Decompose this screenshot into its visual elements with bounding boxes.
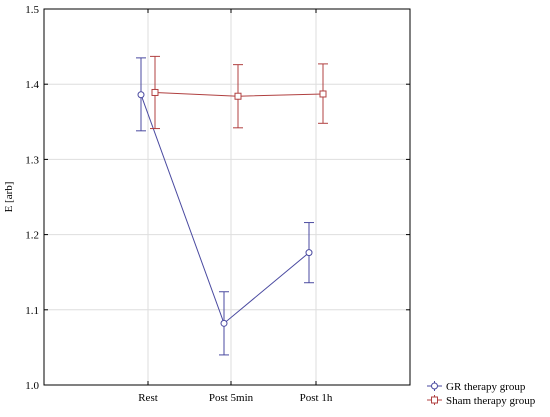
- x-tick-label: Post 1h: [300, 392, 333, 404]
- y-tick-label: 1.4: [25, 79, 39, 91]
- y-tick-label: 1.2: [25, 230, 39, 242]
- x-tick-label: Post 5min: [209, 392, 254, 404]
- data-point: [137, 91, 145, 99]
- legend-label: GR therapy group: [446, 381, 526, 393]
- legend-marker: [431, 382, 438, 390]
- plot-frame: [43, 8, 411, 386]
- data-point: [151, 88, 159, 96]
- y-tick-label: 1.3: [25, 154, 39, 166]
- y-tick-label: 1.5: [25, 4, 39, 16]
- y-tick-label: 1.1: [25, 305, 39, 317]
- series-line-gr: [140, 94, 310, 325]
- data-point: [234, 92, 242, 100]
- plot-frame-rect: [43, 8, 411, 386]
- data-point: [305, 249, 313, 257]
- x-tick-label: Rest: [138, 392, 158, 404]
- legend-label: Sham therapy group: [446, 395, 536, 407]
- series-layer: [136, 55, 328, 356]
- legend: GR therapy group Sham therapy group: [427, 381, 536, 407]
- legend-marker: [431, 396, 438, 404]
- tick-labels: 1.0 1.1 1.2 1.3 1.4 1.5 Rest Post 5min Post 1h: [25, 4, 333, 404]
- y-tick-label: 1.0: [25, 380, 39, 392]
- gridlines: [44, 8, 410, 386]
- y-axis-label: E [arb]: [3, 182, 15, 213]
- data-point: [220, 319, 228, 327]
- data-point: [319, 90, 327, 98]
